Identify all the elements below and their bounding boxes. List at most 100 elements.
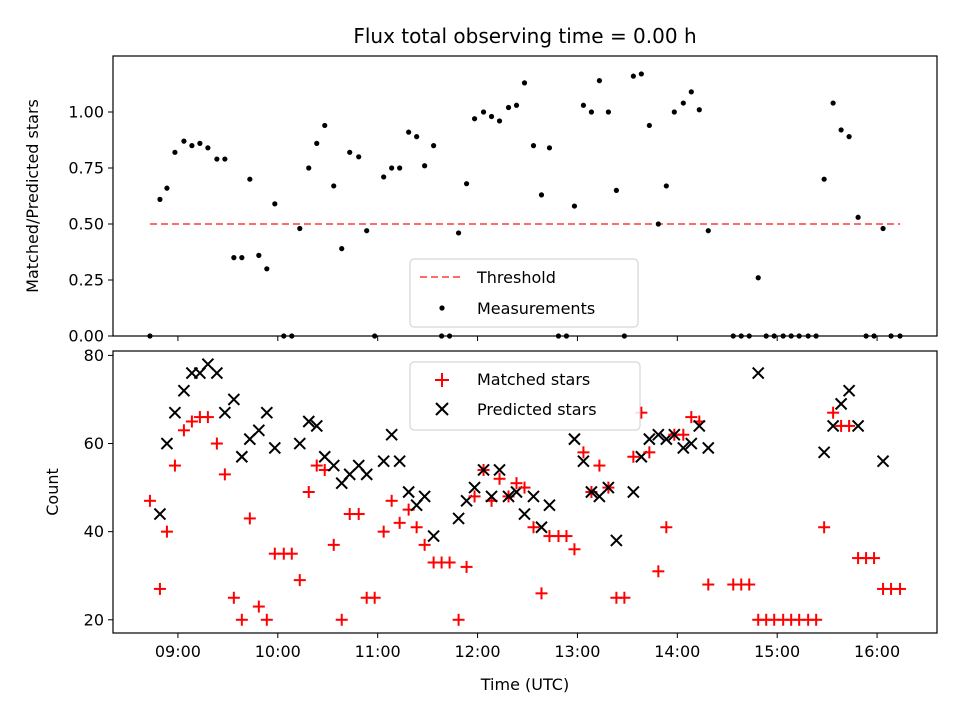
measurement-point xyxy=(231,255,237,261)
measurement-point xyxy=(256,252,262,258)
measurement-point xyxy=(688,89,694,95)
matched-star-point xyxy=(685,411,698,424)
matched-star-point xyxy=(894,582,907,595)
matched-star-point xyxy=(452,613,465,626)
matched-star-point xyxy=(818,521,831,534)
measurement-point xyxy=(214,156,220,162)
measurement-point xyxy=(422,163,428,169)
predicted-star-point xyxy=(543,499,556,512)
matched-star-point xyxy=(201,411,214,424)
measurement-point xyxy=(638,71,644,77)
count-points xyxy=(143,358,907,626)
ratio-ytick-label: 0.00 xyxy=(68,327,104,346)
ratio-legend-box xyxy=(409,258,639,328)
measurement-point xyxy=(821,176,827,182)
measurement-point xyxy=(580,102,587,108)
predicted-star-point xyxy=(685,437,698,450)
count-xtick-label: 10:00 xyxy=(255,642,301,661)
threshold-legend-label: Threshold xyxy=(476,268,556,287)
measurement-point xyxy=(322,122,328,129)
matched-star-point xyxy=(593,459,606,472)
matched-star-point xyxy=(510,477,523,490)
measurements-legend-label: Measurements xyxy=(477,299,595,318)
matched-star-point xyxy=(302,486,315,498)
measurement-point xyxy=(431,143,437,149)
matched-star-point xyxy=(218,468,231,481)
measurement-point xyxy=(755,275,761,281)
count-xtick-label: 11:00 xyxy=(355,642,401,661)
predicted-star-point xyxy=(160,437,174,450)
matched-star-point xyxy=(327,538,340,551)
predicted-star-point xyxy=(876,454,890,468)
predicted-star-point xyxy=(153,507,167,521)
predicted-star-point xyxy=(485,490,498,503)
measurement-point xyxy=(630,73,636,79)
measurement-point xyxy=(646,122,652,129)
predicted-star-point xyxy=(418,490,431,503)
ratio-ylabel: Matched/Predicted stars xyxy=(23,99,42,293)
matched-star-point xyxy=(843,419,856,432)
predicted-star-point xyxy=(268,441,282,455)
matched-star-point xyxy=(535,587,548,600)
matched-star-point xyxy=(235,613,248,626)
matched-star-point xyxy=(227,591,240,604)
measurement-point xyxy=(538,192,545,198)
measurement-point xyxy=(571,203,578,209)
measurement-point xyxy=(331,183,337,189)
measurement-point xyxy=(264,266,270,272)
predicted-star-point xyxy=(252,424,266,437)
predicted-star-point xyxy=(677,441,690,455)
count-yticks: 20 40 60 80 xyxy=(84,346,113,629)
ratio-ytick-label: 0.75 xyxy=(68,159,104,178)
predicted-star-point xyxy=(502,490,515,503)
matched-star-point xyxy=(352,508,365,521)
measurement-point xyxy=(239,255,245,261)
matched-star-point xyxy=(410,521,423,534)
predicted-star-point xyxy=(327,459,340,472)
count-xtick-label: 16:00 xyxy=(854,642,900,661)
matched-star-point xyxy=(652,565,665,578)
matched-star-point xyxy=(810,613,823,626)
measurement-point xyxy=(381,174,387,180)
matched-star-point xyxy=(702,578,715,591)
measurement-point xyxy=(471,116,478,122)
predicted-star-point xyxy=(652,428,665,441)
measurement-point xyxy=(414,134,420,140)
measurement-point xyxy=(680,100,686,106)
ratio-ytick-label: 0.50 xyxy=(68,215,104,234)
predicted-star-point xyxy=(310,419,323,433)
measurement-point xyxy=(197,140,203,146)
matched-star-point xyxy=(368,591,381,604)
count-legend-box xyxy=(409,361,641,431)
matched-star-point xyxy=(868,552,881,565)
ratio-plot-frame xyxy=(112,55,938,337)
measurement-point xyxy=(314,140,320,146)
predicted-star-point xyxy=(385,428,398,441)
predicted-star-point xyxy=(627,485,640,499)
count-xtick-label: 14:00 xyxy=(654,642,700,661)
matched-star-point xyxy=(643,446,656,459)
count-xtick-label: 13:00 xyxy=(554,642,600,661)
measurement-point xyxy=(855,214,861,220)
predicted-legend-marker xyxy=(435,402,449,416)
measurement-point xyxy=(397,165,403,171)
matched-star-point xyxy=(568,543,581,556)
matched-star-point xyxy=(468,490,481,503)
count-xtick-label: 09:00 xyxy=(155,642,201,661)
measurement-point xyxy=(181,138,187,144)
predicted-star-point xyxy=(260,406,274,419)
matched-star-point xyxy=(418,538,431,551)
measurement-point xyxy=(488,113,495,120)
measurement-point xyxy=(546,145,553,151)
predicted-star-point xyxy=(452,512,465,525)
matched-star-point xyxy=(335,613,348,626)
count-ytick-label: 60 xyxy=(84,434,104,453)
predicted-star-point xyxy=(377,454,390,468)
matched-legend-marker xyxy=(435,373,449,387)
count-ylabel: Count xyxy=(43,468,62,516)
measurement-point xyxy=(157,196,163,202)
predicted-star-point xyxy=(235,450,249,463)
predicted-star-point xyxy=(293,437,306,450)
matched-star-point xyxy=(385,494,398,507)
